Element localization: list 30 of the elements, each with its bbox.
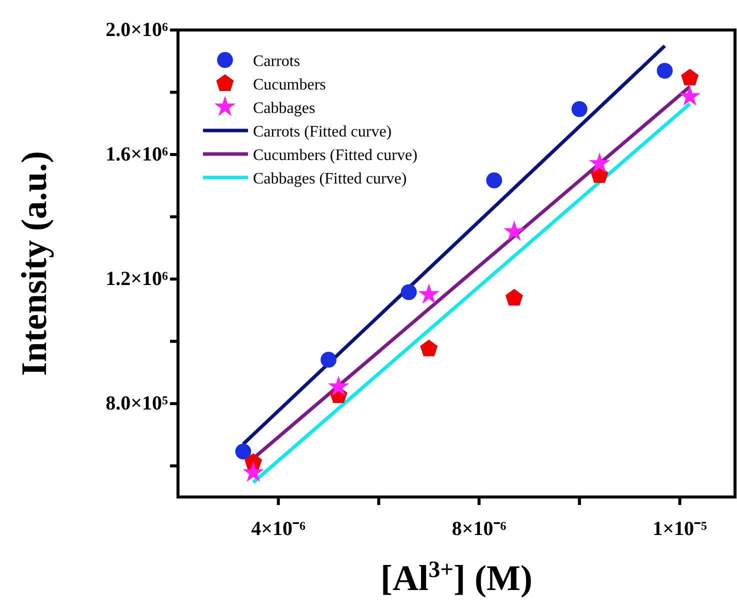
legend-label: Cabbages (Fitted curve) xyxy=(253,170,407,188)
point xyxy=(418,283,440,304)
y-tick-label: 1.6×10⁶ xyxy=(106,144,168,166)
point xyxy=(320,352,336,368)
x-tick-label: 4×10⁻⁶ xyxy=(251,518,306,540)
legend-label: Cabbages xyxy=(253,100,316,117)
y-tick-label: 1.2×10⁶ xyxy=(106,268,168,290)
point xyxy=(235,444,252,460)
x-axis-title: [Al$^{3+}$] (M) xyxy=(380,557,532,598)
legend-label: Carrots xyxy=(253,53,300,70)
point xyxy=(656,62,673,79)
point xyxy=(505,288,523,306)
x-tick-label: 1×10⁻⁵ xyxy=(652,518,708,540)
point xyxy=(328,376,350,396)
point xyxy=(504,220,525,241)
point xyxy=(242,462,264,482)
point xyxy=(679,85,700,106)
y-tick-label: 8.0×10⁵ xyxy=(106,392,168,415)
y-tick-label: 2.0×10⁶ xyxy=(106,19,168,41)
point xyxy=(400,284,417,300)
point xyxy=(571,101,588,118)
legend-label: Cucumbers xyxy=(253,76,326,94)
y-axis-title: Intensity (a.u.) xyxy=(14,150,54,376)
legend-label: Carrots (Fitted curve) xyxy=(253,124,392,140)
point xyxy=(486,172,502,188)
legend-label: Cucumbers (Fitted curve) xyxy=(253,147,418,164)
point xyxy=(420,340,438,356)
point xyxy=(681,68,699,86)
point xyxy=(588,152,610,173)
x-tick-label: 8×10⁻⁶ xyxy=(452,518,506,540)
